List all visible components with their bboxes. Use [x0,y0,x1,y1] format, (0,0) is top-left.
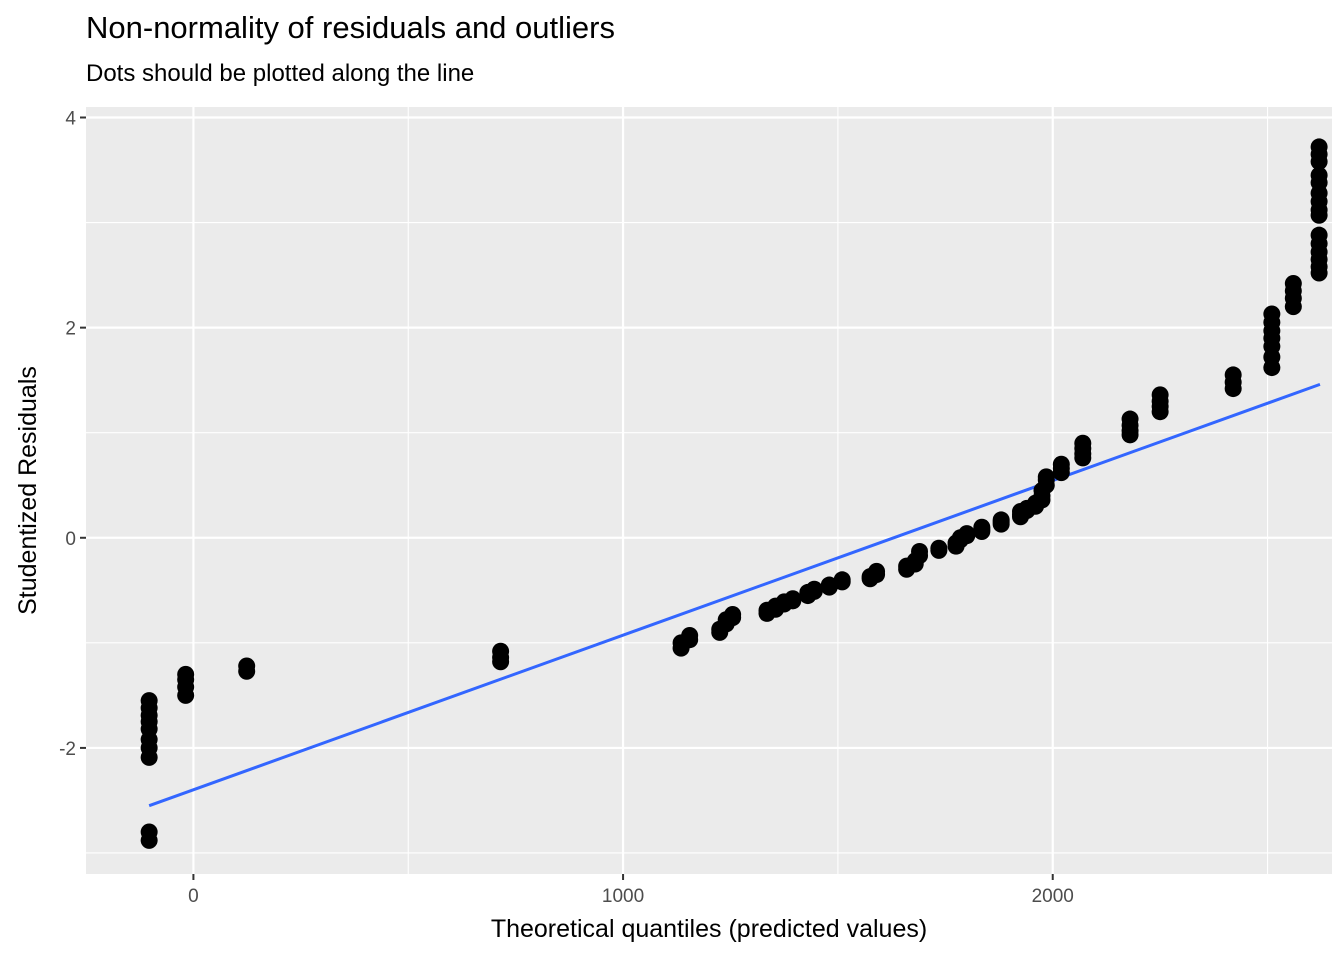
data-point [1263,305,1281,323]
x-tick-label: 2000 [1032,886,1074,907]
data-point [992,511,1010,529]
y-tick-label: 4 [65,109,76,130]
reference-line-group [148,382,1321,808]
data-point [724,605,742,623]
data-point [805,580,823,598]
y-tick-label: 0 [65,529,76,550]
data-point [140,823,158,841]
data-point [930,539,948,557]
data-point [1310,226,1328,244]
y-axis-title: Studentized Residuals [14,366,42,615]
y-axis: -2 0 2 4 [59,109,86,760]
data-point [1074,434,1092,452]
data-point [1151,386,1169,404]
data-point [820,576,838,594]
data-point [1037,468,1055,486]
data-point [973,518,991,536]
data-point [492,642,510,660]
data-point [177,665,195,683]
x-tick-label: 0 [188,886,199,907]
x-axis: 0 1000 2000 [188,874,1074,907]
data-point [958,525,976,543]
plot-panel [86,107,1332,874]
chart-title: Non-normality of residuals and outliers [86,10,615,45]
data-point [784,590,802,608]
x-axis-title: Theoretical quantiles (predicted values) [491,915,927,943]
data-point [140,692,158,710]
data-point [911,542,929,560]
y-tick-label: 2 [65,319,76,340]
y-tick-label: -2 [59,739,76,760]
data-points [140,138,1328,849]
data-point [1224,366,1242,384]
data-point [1284,275,1302,293]
major-gridlines [86,107,1332,874]
data-point [1310,166,1328,184]
data-point [1121,410,1139,428]
data-point [1310,138,1328,156]
x-tick-label: 1000 [602,886,644,907]
data-point [833,571,851,589]
data-point [868,562,886,580]
data-point [238,657,256,675]
chart-subtitle: Dots should be plotted along the line [86,60,475,87]
data-point [1052,455,1070,473]
reference-line [148,382,1321,808]
data-point [681,626,699,644]
